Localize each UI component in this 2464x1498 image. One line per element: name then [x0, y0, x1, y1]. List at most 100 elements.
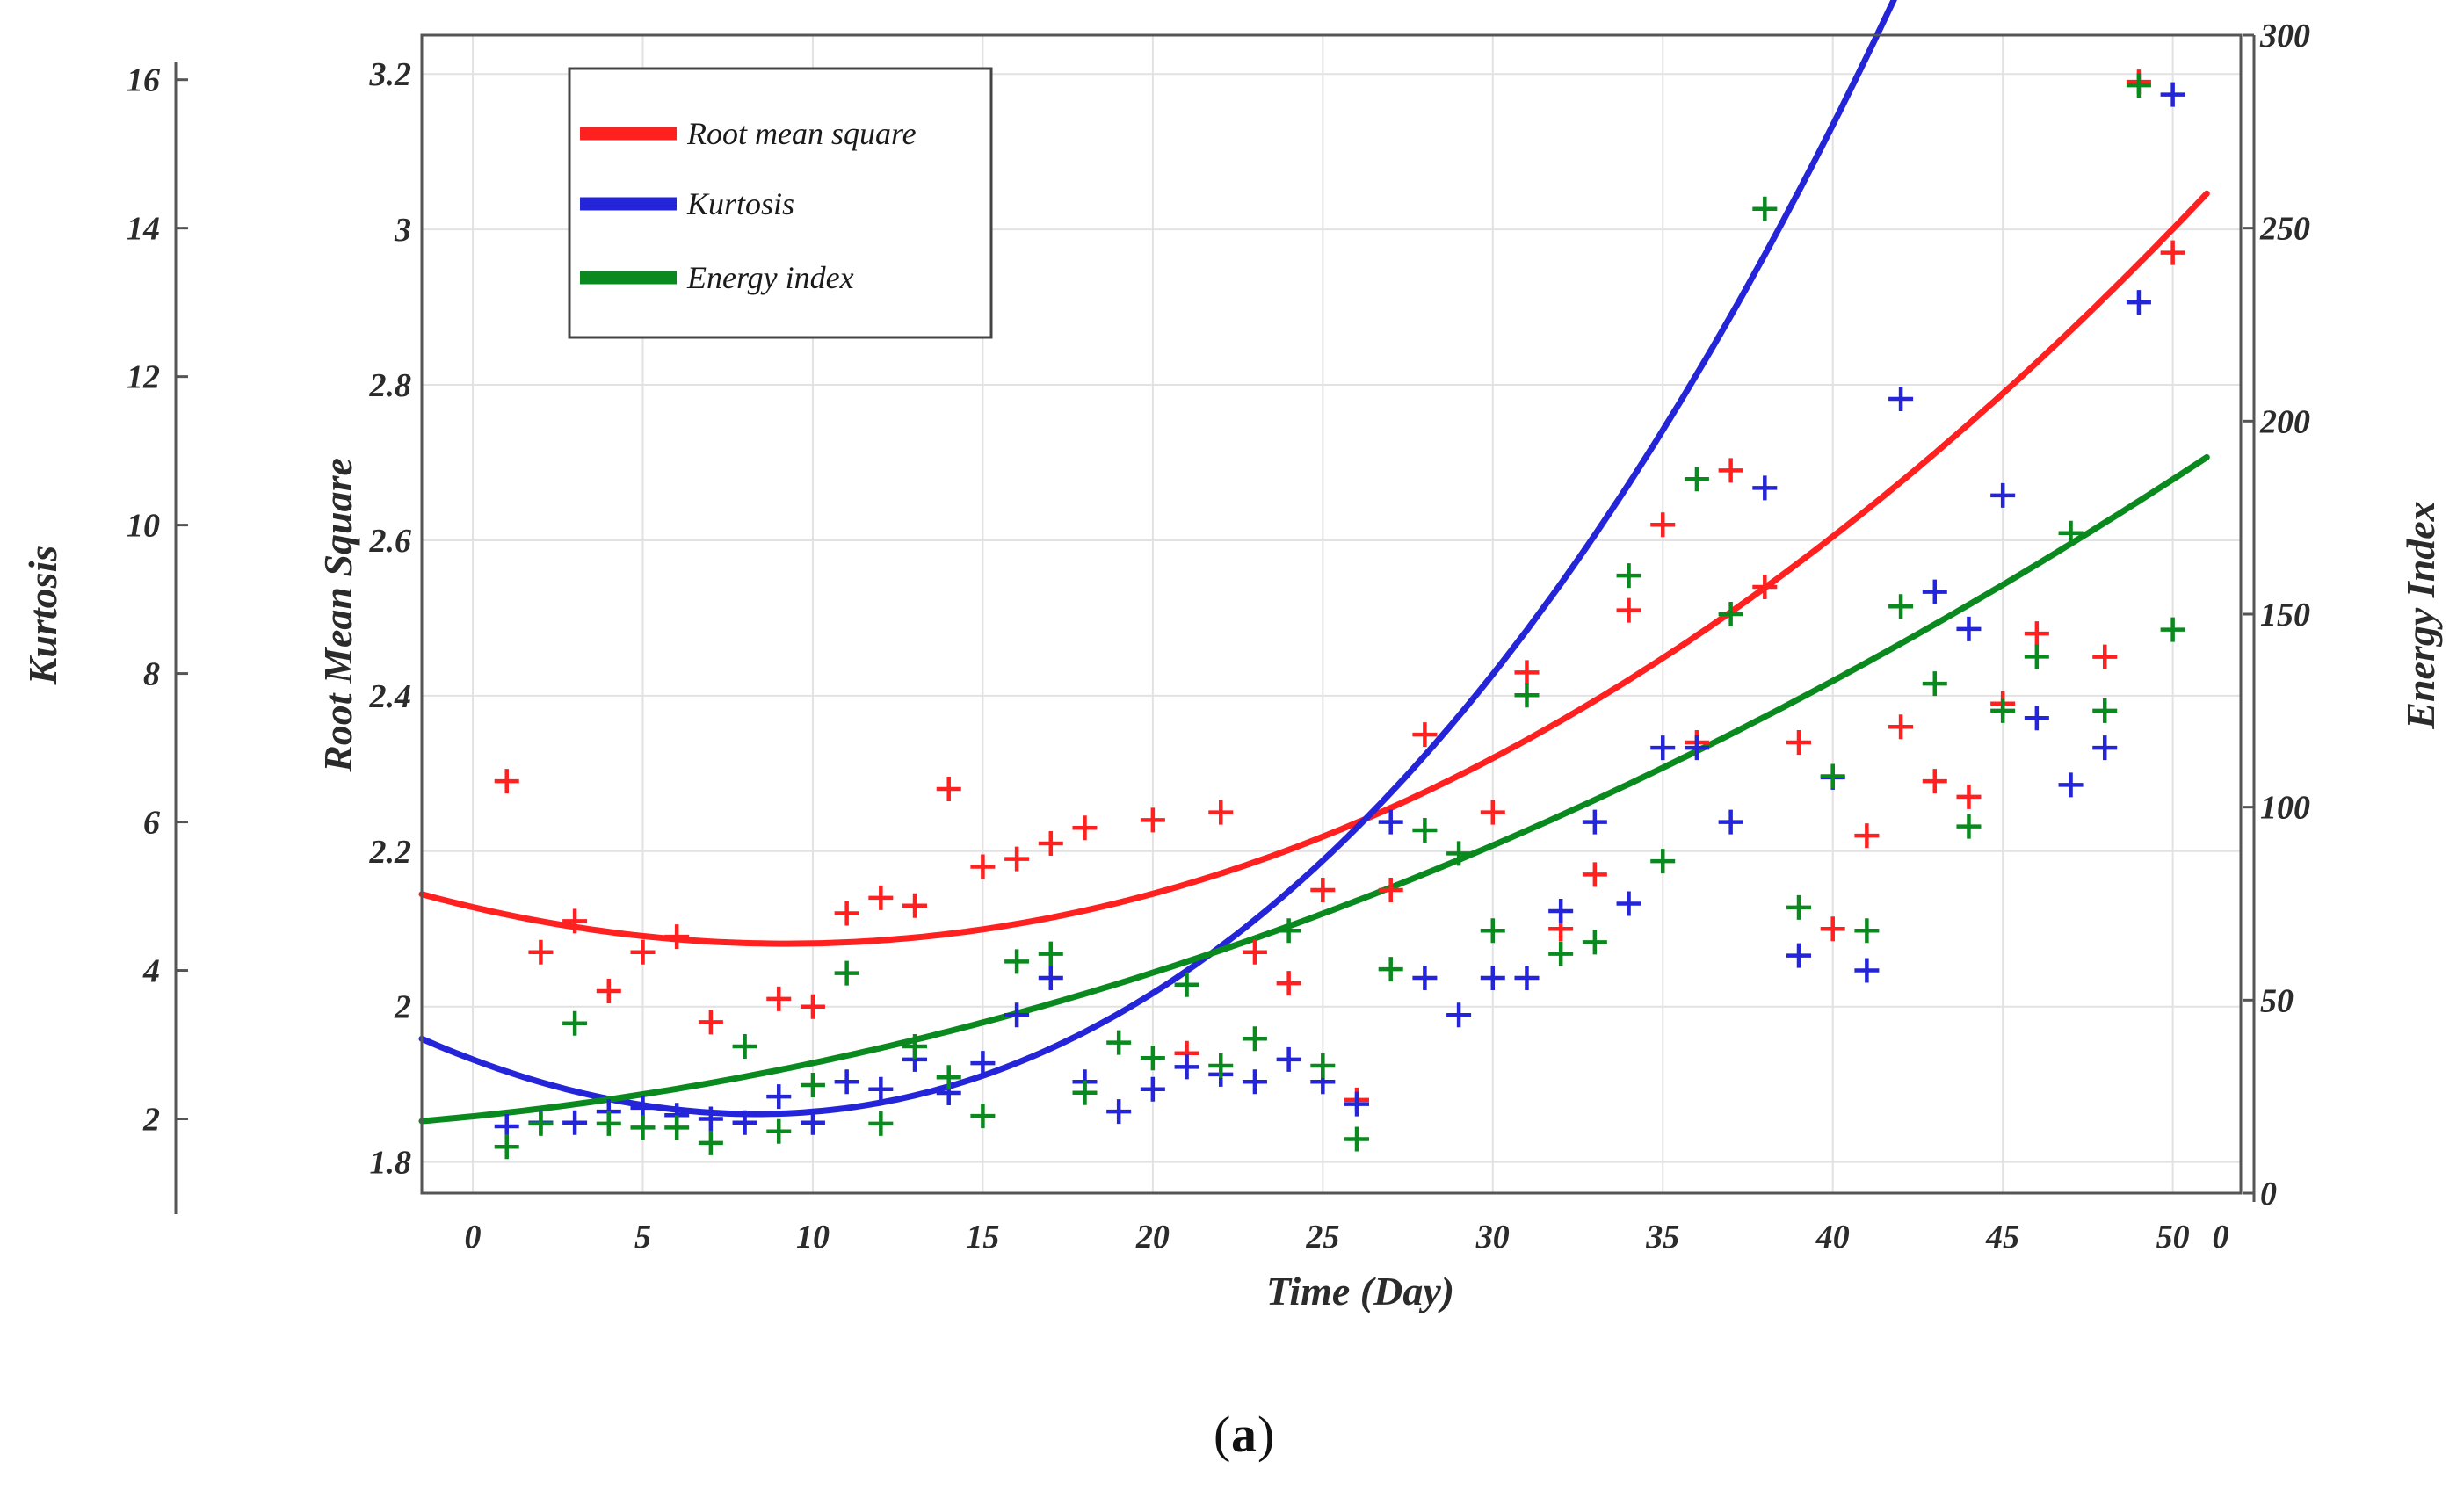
- x-tick-label: 25: [1305, 1219, 1339, 1256]
- data-point-root-mean-square: [1242, 939, 1267, 965]
- data-point-energy-index: [1616, 563, 1641, 589]
- data-point-energy-index: [664, 1115, 690, 1140]
- data-point-kurtosis: [766, 1084, 792, 1110]
- data-point-kurtosis: [1650, 735, 1676, 761]
- energy-tick-label: 250: [2259, 211, 2310, 248]
- data-point-root-mean-square: [1650, 512, 1676, 538]
- data-point-root-mean-square: [1310, 878, 1336, 903]
- data-point-energy-index: [494, 1134, 519, 1160]
- data-point-energy-index: [1786, 894, 1812, 920]
- rms-tick-label: 2.8: [369, 367, 412, 404]
- data-point-energy-index: [1208, 1053, 1234, 1079]
- data-point-energy-index: [1854, 918, 1880, 944]
- data-point-energy-index: [2092, 698, 2118, 723]
- markers-energy-index: [494, 73, 2185, 1160]
- data-point-energy-index: [1072, 1080, 1098, 1105]
- data-point-root-mean-square: [868, 885, 894, 910]
- data-point-root-mean-square: [1140, 807, 1165, 833]
- data-point-energy-index: [562, 1010, 588, 1036]
- data-point-kurtosis: [1446, 1002, 1472, 1028]
- data-point-root-mean-square: [1004, 846, 1030, 872]
- data-point-root-mean-square: [936, 777, 961, 802]
- data-point-kurtosis: [1854, 958, 1880, 983]
- energy-tick-label: 100: [2260, 790, 2310, 827]
- data-point-energy-index: [1242, 1026, 1267, 1052]
- kurtosis-tick-label: 10: [127, 508, 160, 545]
- series-layer: [418, 0, 2210, 1160]
- data-point-kurtosis: [1718, 809, 1743, 835]
- data-point-energy-index: [1480, 918, 1505, 944]
- data-point-root-mean-square: [1038, 830, 1063, 856]
- data-point-root-mean-square: [834, 901, 859, 926]
- data-point-kurtosis: [698, 1106, 723, 1132]
- data-point-energy-index: [528, 1111, 554, 1136]
- data-point-root-mean-square: [562, 908, 588, 934]
- data-point-root-mean-square: [1616, 597, 1641, 623]
- plot-frame: [420, 33, 2243, 1195]
- data-point-kurtosis: [562, 1110, 588, 1135]
- data-point-root-mean-square: [630, 939, 656, 965]
- data-point-energy-index: [1514, 683, 1540, 708]
- data-point-energy-index: [1718, 602, 1743, 626]
- data-point-root-mean-square: [2092, 644, 2118, 669]
- data-point-energy-index: [732, 1034, 757, 1060]
- data-point-energy-index: [1990, 698, 2016, 723]
- data-point-energy-index: [1140, 1046, 1165, 1071]
- data-point-root-mean-square: [1072, 815, 1098, 841]
- data-point-kurtosis: [1888, 386, 1914, 411]
- kurtosis-tick-label: 16: [127, 62, 160, 99]
- data-point-root-mean-square: [800, 994, 825, 1019]
- rms-tick-label: 3.2: [369, 56, 412, 93]
- data-point-energy-index: [1038, 941, 1063, 966]
- data-point-energy-index: [868, 1111, 894, 1136]
- data-point-root-mean-square: [1956, 784, 1982, 809]
- x-tick-label: 50: [2156, 1219, 2190, 1256]
- data-point-root-mean-square: [1820, 916, 1845, 942]
- data-point-root-mean-square: [2024, 621, 2049, 647]
- data-point-energy-index: [596, 1111, 621, 1136]
- data-point-kurtosis: [2024, 706, 2049, 731]
- data-point-energy-index: [766, 1118, 792, 1144]
- axes-layer: 0 5 10 15 20 25 30 35 40 45 50 01.822.22.42.62.833.…: [127, 18, 2310, 1256]
- energy-tick-label: 0: [2260, 1176, 2277, 1212]
- data-point-root-mean-square: [1208, 800, 1234, 825]
- legend-label-rms: Root mean square: [686, 116, 917, 151]
- data-point-energy-index: [1582, 930, 1607, 955]
- rms-tick-label: 2: [394, 989, 411, 1026]
- data-point-kurtosis: [1276, 1046, 1301, 1072]
- data-point-energy-index: [1684, 467, 1709, 492]
- data-point-kurtosis: [1480, 965, 1505, 990]
- data-point-kurtosis: [1106, 1099, 1132, 1125]
- data-point-kurtosis: [1582, 809, 1607, 835]
- fit-curve-kurtosis: [418, 0, 1897, 1118]
- y-axis-title-energy: Energy Index: [2398, 501, 2443, 729]
- data-point-energy-index: [1752, 196, 1778, 221]
- energy-tick-label: 150: [2260, 597, 2310, 633]
- data-point-kurtosis: [1174, 1054, 1199, 1080]
- kurtosis-tick-label: 6: [143, 805, 160, 842]
- data-point-kurtosis: [868, 1076, 894, 1102]
- data-point-root-mean-square: [902, 893, 928, 918]
- data-point-kurtosis: [1004, 1002, 1030, 1028]
- data-point-kurtosis: [1242, 1069, 1267, 1095]
- x-tick-label: 30: [1475, 1219, 1510, 1256]
- data-point-energy-index: [1310, 1053, 1336, 1079]
- data-point-root-mean-square: [1922, 769, 1947, 794]
- kurtosis-tick-label: 14: [127, 211, 160, 248]
- data-point-kurtosis: [1684, 735, 1709, 761]
- caption-open-paren: (: [1214, 1406, 1230, 1463]
- x-tick-label: 45: [1985, 1219, 2019, 1256]
- data-point-energy-index: [1548, 941, 1574, 966]
- data-point-root-mean-square: [698, 1010, 723, 1035]
- data-point-root-mean-square: [1412, 722, 1438, 748]
- data-point-energy-index: [800, 1072, 825, 1097]
- data-point-root-mean-square: [2160, 240, 2185, 265]
- data-point-root-mean-square: [494, 769, 519, 794]
- data-point-kurtosis: [1786, 943, 1812, 968]
- x-tick-label: 0: [465, 1219, 482, 1256]
- kurtosis-tick-label: 12: [127, 359, 160, 396]
- energy-tick-label: 50: [2260, 982, 2294, 1019]
- rms-tick-label: 1.8: [370, 1145, 412, 1182]
- data-point-energy-index: [902, 1034, 928, 1060]
- data-point-energy-index: [834, 960, 859, 986]
